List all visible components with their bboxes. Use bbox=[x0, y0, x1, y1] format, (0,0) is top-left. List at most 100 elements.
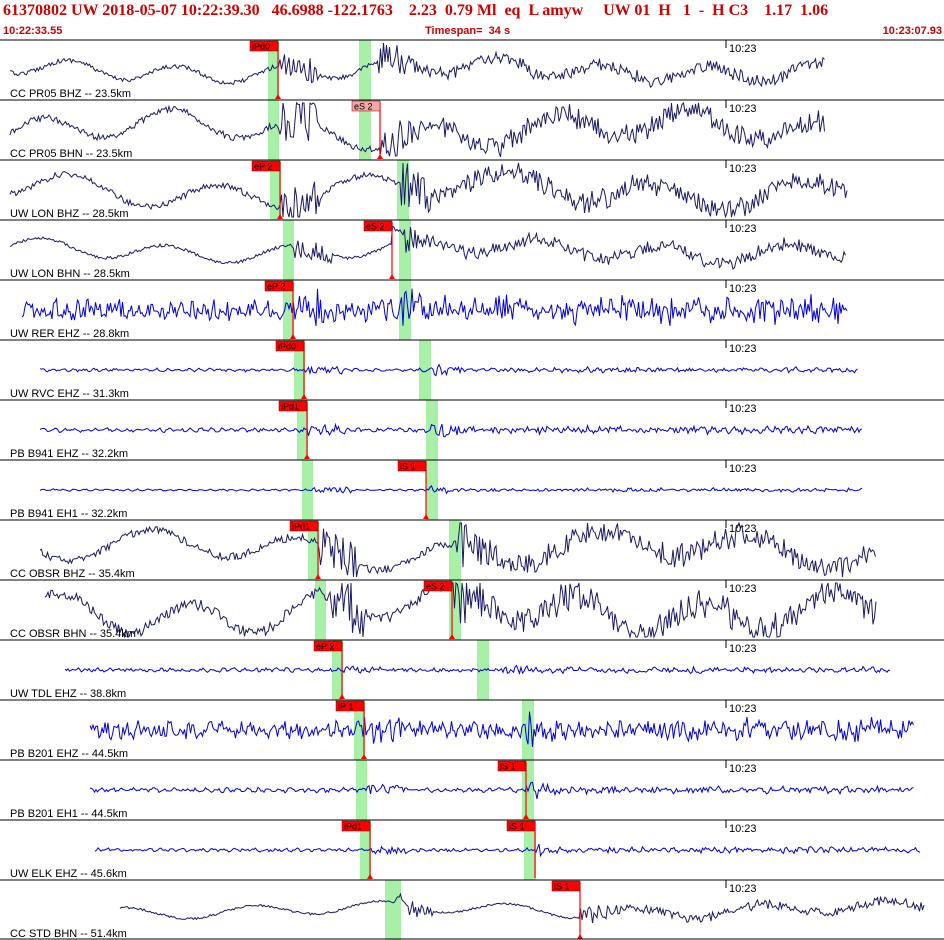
pick-triangle bbox=[449, 634, 455, 639]
waveform bbox=[119, 892, 925, 924]
pick-triangle bbox=[304, 454, 310, 459]
pick-triangle bbox=[523, 814, 529, 819]
pick-label: iS 1 bbox=[500, 762, 516, 772]
pick-flag[interactable] bbox=[551, 880, 581, 892]
pick-flag[interactable] bbox=[351, 100, 381, 112]
window-start-time: 10:22:33.55 bbox=[3, 25, 63, 37]
waveform bbox=[89, 711, 914, 747]
pick-triangle bbox=[275, 94, 281, 99]
station-label: UW ELK EHZ -- 45.6km bbox=[10, 868, 127, 880]
pick-triangle bbox=[301, 394, 307, 399]
pick-flag[interactable] bbox=[249, 40, 279, 52]
waveform bbox=[21, 288, 848, 327]
p-window-highlight bbox=[297, 400, 308, 460]
pick-flag[interactable] bbox=[251, 160, 281, 172]
station-label: UW RVC EHZ -- 31.3km bbox=[10, 388, 129, 400]
waveform bbox=[9, 101, 825, 158]
event-summary: 61370802 UW 2018-05-07 10:22:39.30 46.69… bbox=[3, 2, 829, 19]
time-tick-label: 10:23 bbox=[729, 643, 757, 655]
pick-triangle bbox=[290, 334, 296, 339]
p-window-highlight bbox=[315, 580, 326, 640]
p-window-highlight bbox=[332, 640, 343, 700]
pick-label: iPd1 bbox=[281, 402, 299, 412]
s-window-highlight bbox=[522, 700, 534, 760]
s-window-highlight bbox=[426, 460, 438, 520]
pick-label: eS 2 bbox=[366, 222, 385, 232]
pick-label: iPd0 bbox=[278, 342, 296, 352]
time-tick-label: 10:23 bbox=[729, 43, 757, 55]
station-label: CC PR05 BHZ -- 23.5km bbox=[10, 88, 131, 100]
station-label: CC OBSR BHN -- 35.4km bbox=[10, 628, 136, 640]
p-window-highlight bbox=[308, 520, 319, 580]
pick-label: iPd0 bbox=[252, 42, 270, 52]
station-label: UW LON BHZ -- 28.5km bbox=[10, 208, 129, 220]
pick-triangle bbox=[367, 874, 373, 879]
pick-triangle bbox=[389, 274, 395, 279]
pick-label: iS 1 bbox=[400, 462, 416, 472]
time-tick-label: 10:23 bbox=[729, 403, 757, 415]
waveform bbox=[44, 581, 877, 639]
p-window-highlight bbox=[283, 220, 294, 280]
time-tick-label: 10:23 bbox=[729, 583, 757, 595]
s-window-highlight bbox=[389, 880, 401, 940]
waveform bbox=[39, 485, 863, 495]
p-window-highlight bbox=[270, 160, 281, 220]
pick-label: eS 2 bbox=[426, 582, 445, 592]
pick-flag[interactable] bbox=[497, 760, 527, 772]
waveform bbox=[39, 422, 863, 438]
pick-label: eS 2 bbox=[354, 102, 373, 112]
s-window-highlight bbox=[419, 340, 431, 400]
pick-flag[interactable] bbox=[363, 220, 393, 232]
station-label: PB B201 EH1 -- 44.5km bbox=[10, 808, 127, 820]
pick-flag[interactable] bbox=[264, 280, 294, 292]
pick-triangle bbox=[423, 514, 429, 519]
waveform bbox=[39, 363, 858, 377]
pick-triangle bbox=[377, 154, 383, 159]
time-tick-label: 10:23 bbox=[729, 703, 757, 715]
timespan-label: Timespan= 34 s bbox=[425, 25, 511, 37]
pick-flag[interactable] bbox=[423, 580, 453, 592]
pick-flag[interactable] bbox=[289, 520, 319, 532]
pick-triangle bbox=[277, 214, 283, 219]
time-tick-label: 10:23 bbox=[729, 823, 757, 835]
pick-label: iP 1 bbox=[338, 702, 353, 712]
pick-flag[interactable] bbox=[313, 640, 343, 652]
time-tick-label: 10:23 bbox=[729, 463, 757, 475]
pick-triangle bbox=[339, 694, 345, 699]
time-tick-label: 10:23 bbox=[729, 343, 757, 355]
s-window-highlight bbox=[426, 400, 438, 460]
waveform bbox=[64, 664, 891, 675]
time-tick-label: 10:23 bbox=[729, 523, 757, 535]
pick-flag[interactable] bbox=[341, 820, 371, 832]
s-window-highlight bbox=[399, 280, 411, 340]
pick-flag[interactable] bbox=[397, 460, 427, 472]
pick-triangle bbox=[361, 754, 367, 759]
time-tick-label: 10:23 bbox=[729, 103, 757, 115]
waveform bbox=[9, 225, 846, 270]
s-window-highlight bbox=[359, 100, 371, 160]
p-window-highlight bbox=[268, 100, 279, 160]
pick-triangle bbox=[577, 934, 583, 939]
waveform bbox=[9, 162, 848, 219]
station-label: PB B941 EH1 -- 32.2km bbox=[10, 508, 127, 520]
waveform bbox=[89, 781, 914, 800]
p-window-highlight bbox=[283, 280, 294, 340]
station-label: UW RER EHZ -- 28.8km bbox=[10, 328, 129, 340]
window-end-time: 10:23:07.93 bbox=[882, 25, 942, 37]
station-label: CC PR05 BHN -- 23.5km bbox=[10, 148, 132, 160]
s-pick-label: iS 1 bbox=[509, 822, 525, 832]
pick-triangle bbox=[315, 574, 321, 579]
pick-flag[interactable] bbox=[335, 700, 365, 712]
time-tick-label: 10:23 bbox=[729, 883, 757, 895]
pick-label: iPd1 bbox=[292, 522, 310, 532]
waveform bbox=[94, 843, 921, 858]
pick-label: eP 2 bbox=[267, 282, 285, 292]
station-label: UW LON BHN -- 28.5km bbox=[10, 268, 130, 280]
waveform bbox=[9, 42, 825, 89]
s-window-highlight bbox=[449, 520, 461, 580]
pick-flag[interactable] bbox=[278, 400, 308, 412]
pick-flag[interactable] bbox=[275, 340, 305, 352]
s-window-highlight bbox=[359, 40, 371, 100]
time-tick-label: 10:23 bbox=[729, 283, 757, 295]
